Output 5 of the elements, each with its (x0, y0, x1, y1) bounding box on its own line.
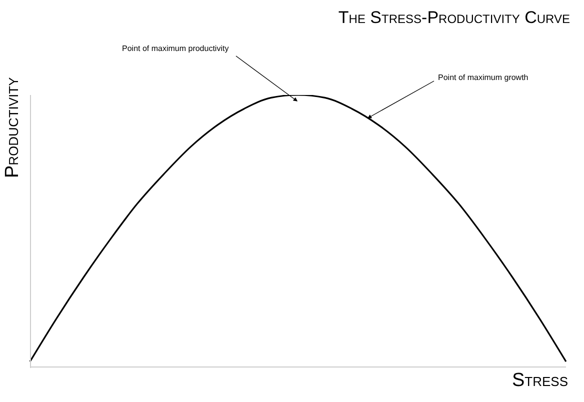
text: Point of maximum productivity (122, 44, 229, 53)
text: Point of maximum growth (438, 73, 528, 82)
x-axis-title: Stress (512, 370, 568, 392)
chart-title: The Stress-Productivity Curve (338, 8, 570, 28)
y-axis-title: Productivity (2, 77, 24, 178)
